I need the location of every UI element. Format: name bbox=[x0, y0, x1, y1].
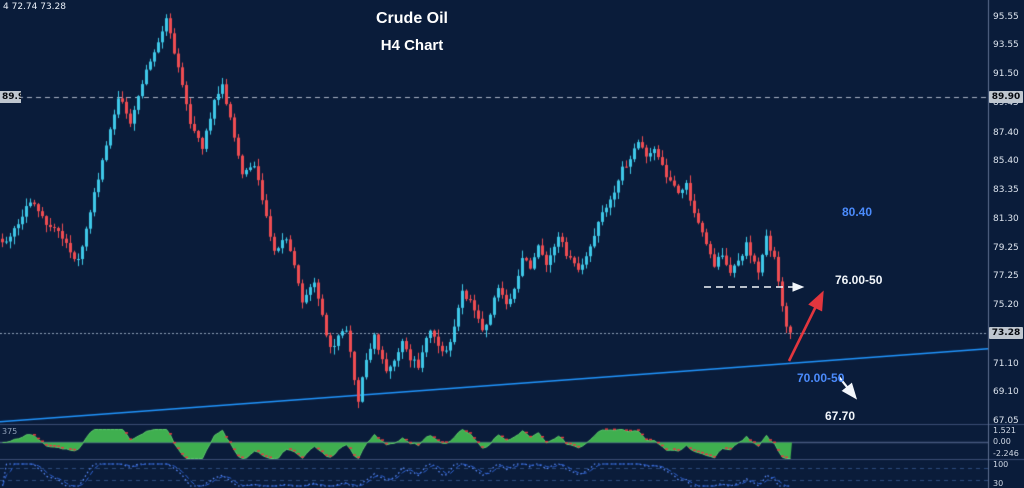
price-tick-label: 77.25 bbox=[993, 271, 1019, 282]
chart-title-timeframe: H4 Chart bbox=[380, 37, 444, 54]
price-tick-label: 69.10 bbox=[993, 386, 1019, 397]
annotation-zone-76: 76.00-50 bbox=[835, 273, 883, 287]
indicator1-axis-label: -2.246 bbox=[993, 449, 1019, 458]
chart-title-symbol: Crude Oil bbox=[375, 10, 448, 27]
price-tick-label: 91.50 bbox=[993, 69, 1019, 80]
indicator1-left-label: 375 bbox=[2, 427, 18, 436]
price-tick-label: 85.40 bbox=[993, 155, 1019, 166]
ohlc-info: 4 72.74 73.28 bbox=[3, 2, 66, 12]
chart-title: Crude Oil H4 Chart bbox=[312, 10, 512, 54]
annotation-level-80-40: 80.40 bbox=[842, 205, 873, 219]
price-tick-label: 75.20 bbox=[993, 300, 1019, 311]
annotation-zone-70: 70.00-50 bbox=[797, 371, 845, 385]
resistance-price-badge-left: 89.90 bbox=[0, 91, 21, 104]
annotation-level-67-70: 67.70 bbox=[825, 409, 856, 423]
price-axis[interactable]: 95.55 93.55 91.50 89.45 87.40 85.40 83.35 81.30… bbox=[988, 0, 1024, 488]
indicator1-axis-label: 0.00 bbox=[993, 437, 1011, 446]
price-tick-label: 71.10 bbox=[993, 358, 1019, 369]
price-tick-label: 79.25 bbox=[993, 243, 1019, 254]
price-tick-label: 81.30 bbox=[993, 214, 1019, 224]
price-tick-label: 93.55 bbox=[993, 40, 1019, 51]
indicator2-axis-label: 100 bbox=[993, 460, 1009, 469]
price-tick-label: 67.05 bbox=[993, 416, 1019, 426]
indicator1-axis-label: 1.521 bbox=[993, 426, 1016, 435]
price-tick-label: 95.55 bbox=[993, 12, 1019, 22]
price-tick-label: 89.45 bbox=[993, 98, 1019, 109]
indicator2-axis-label: 30 bbox=[993, 479, 1004, 488]
current-price-badge: 73.28 bbox=[989, 326, 1023, 339]
price-tick-label: 83.35 bbox=[993, 184, 1019, 195]
resistance-price-badge: 89.90 bbox=[989, 91, 1023, 104]
price-tick-label: 87.40 bbox=[993, 127, 1019, 138]
